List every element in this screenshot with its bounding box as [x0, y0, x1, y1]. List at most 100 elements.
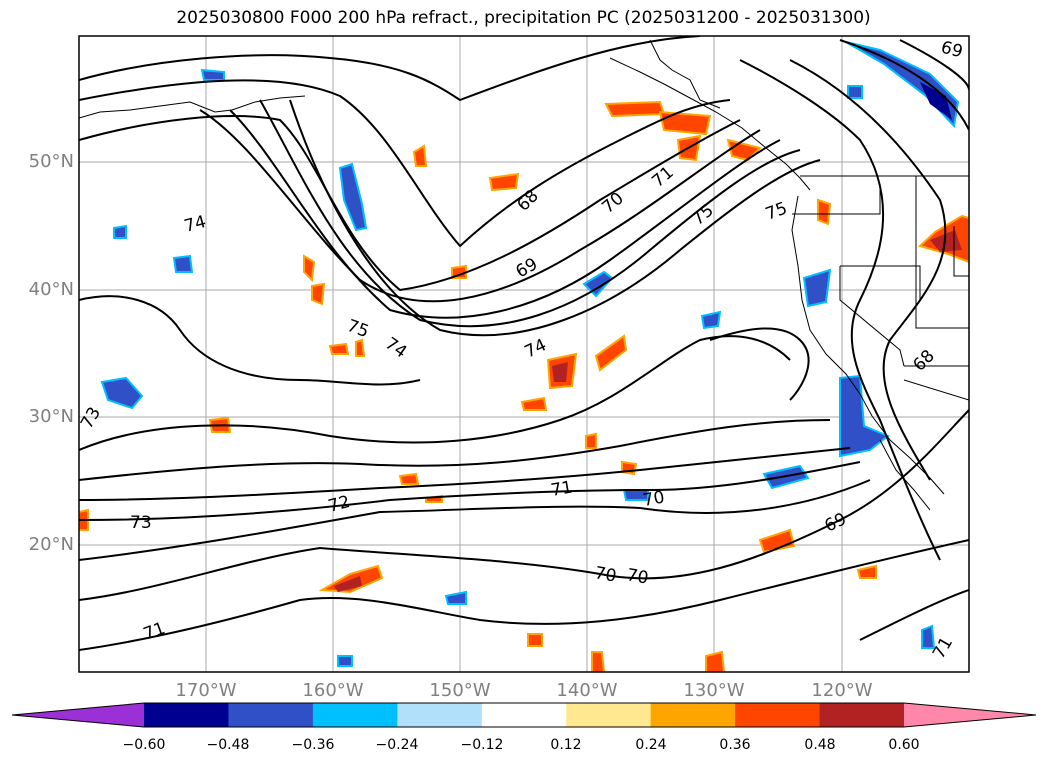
- gridlines: [79, 36, 969, 672]
- precip-blob: [920, 82, 952, 120]
- colorbar-extend-high: [904, 703, 1036, 727]
- precip-blob: [552, 362, 568, 382]
- precip-blob: [921, 624, 936, 649]
- coastline-bc: [649, 39, 721, 109]
- colorbar-tick-label: −0.24: [375, 737, 419, 753]
- precip-blob: [658, 110, 712, 136]
- colorbar-segment: [819, 703, 905, 727]
- precip-blob: [520, 396, 548, 411]
- colorbar-tick-label: −0.36: [291, 737, 335, 753]
- contour-line: [259, 99, 801, 328]
- contour-line: [79, 539, 969, 651]
- precip-blob: [802, 268, 832, 308]
- contour-line: [789, 59, 947, 481]
- precip-blob: [337, 655, 353, 667]
- lon-label-140w: 140°W: [556, 680, 618, 701]
- contour-line: [79, 295, 421, 386]
- contour-line: [199, 109, 761, 303]
- contour-label: 70: [593, 563, 618, 586]
- map-plot: 74 75 74 68 69 70 71 75 75 74 73 72 71 7…: [78, 35, 970, 673]
- colorbar-tick-label: −0.60: [122, 737, 166, 753]
- map-frame-bg: [79, 36, 969, 672]
- colorbar-segments: [12, 703, 1036, 727]
- lon-label-150w: 150°W: [429, 680, 491, 701]
- lon-label-160w: 160°W: [302, 680, 364, 701]
- contour-line: [79, 79, 731, 248]
- precip-blob: [444, 590, 467, 605]
- contour-line: [79, 335, 791, 451]
- coastline-west-us: [791, 195, 945, 495]
- border-wa-or: [792, 186, 881, 215]
- contour-line: [79, 447, 851, 501]
- precip-blob: [355, 338, 366, 357]
- precip-blob: [705, 650, 726, 672]
- colorbar-segment: [650, 703, 736, 727]
- contour-line: [79, 479, 871, 561]
- colorbar-tick-label: 0.60: [888, 737, 920, 753]
- colorbar-segment: [312, 703, 398, 727]
- contour-line: [79, 36, 701, 102]
- contour-line: [79, 409, 969, 601]
- border-nv-ca: [839, 266, 905, 367]
- contour-label: 73: [130, 513, 152, 533]
- map-title: 2025030800 F000 200 hPa refract., precip…: [176, 8, 871, 28]
- precip-blob: [817, 198, 832, 226]
- colorbar-segment: [397, 703, 483, 727]
- border-mx: [903, 379, 969, 401]
- precip-blob: [303, 254, 316, 283]
- colorbar-tick-label: 0.12: [550, 737, 582, 753]
- colorbar-segment: [144, 703, 229, 727]
- precip-blob: [334, 576, 362, 592]
- colorbar-segment: [735, 703, 821, 727]
- contour-line: [709, 327, 810, 401]
- precip-blob: [585, 432, 597, 449]
- contour-label: 71: [549, 477, 574, 500]
- colorbar-segment: [481, 703, 567, 727]
- refractivity-contours: [79, 36, 969, 651]
- precip-blob: [451, 264, 467, 279]
- contour-line: [79, 115, 741, 292]
- colorbar-tick-label: 0.24: [635, 737, 667, 753]
- contour-line: [289, 99, 821, 337]
- contour-line: [79, 419, 831, 481]
- coastline-alaska: [79, 95, 306, 119]
- border-state: [840, 265, 921, 300]
- lon-label-170w: 170°W: [175, 680, 237, 701]
- precip-blob: [311, 282, 326, 306]
- map-frame: [78, 35, 970, 673]
- precip-blob: [113, 224, 127, 239]
- contour-line: [839, 39, 969, 131]
- precip-blob: [338, 162, 368, 232]
- lat-label-40n: 40°N: [28, 279, 74, 300]
- contour-line: [859, 589, 969, 641]
- colorbar-tick-label: −0.12: [460, 737, 504, 753]
- colorbar-extend-low: [12, 703, 144, 727]
- precip-blob: [845, 41, 960, 129]
- border-state3: [953, 226, 969, 277]
- precip-blob: [594, 334, 628, 372]
- colorbar-segment: [566, 703, 652, 727]
- contour-line: [739, 59, 941, 561]
- colorbar-tick-label: −0.48: [206, 737, 250, 753]
- precip-blob: [604, 100, 666, 118]
- precip-blob: [328, 342, 350, 355]
- colorbar-segment: [228, 703, 314, 727]
- precip-blob: [700, 310, 722, 330]
- precip-blob: [591, 651, 606, 672]
- coastlines: [79, 39, 969, 511]
- lon-label-130w: 130°W: [683, 680, 745, 701]
- precip-blob: [412, 144, 428, 167]
- precip-blob: [100, 376, 144, 410]
- precip-blob: [758, 528, 796, 554]
- lat-label-50n: 50°N: [28, 151, 74, 172]
- contour-label: 70: [625, 565, 650, 588]
- lat-label-30n: 30°N: [28, 406, 74, 427]
- colorbar-tick-label: 0.36: [719, 737, 751, 753]
- precip-blob: [488, 172, 520, 192]
- border-state2: [915, 176, 969, 329]
- precip-blob: [398, 472, 420, 485]
- precip-blob: [200, 68, 225, 81]
- precip-blob: [172, 254, 194, 273]
- precip-blob: [856, 564, 877, 579]
- precip-blob: [847, 85, 863, 99]
